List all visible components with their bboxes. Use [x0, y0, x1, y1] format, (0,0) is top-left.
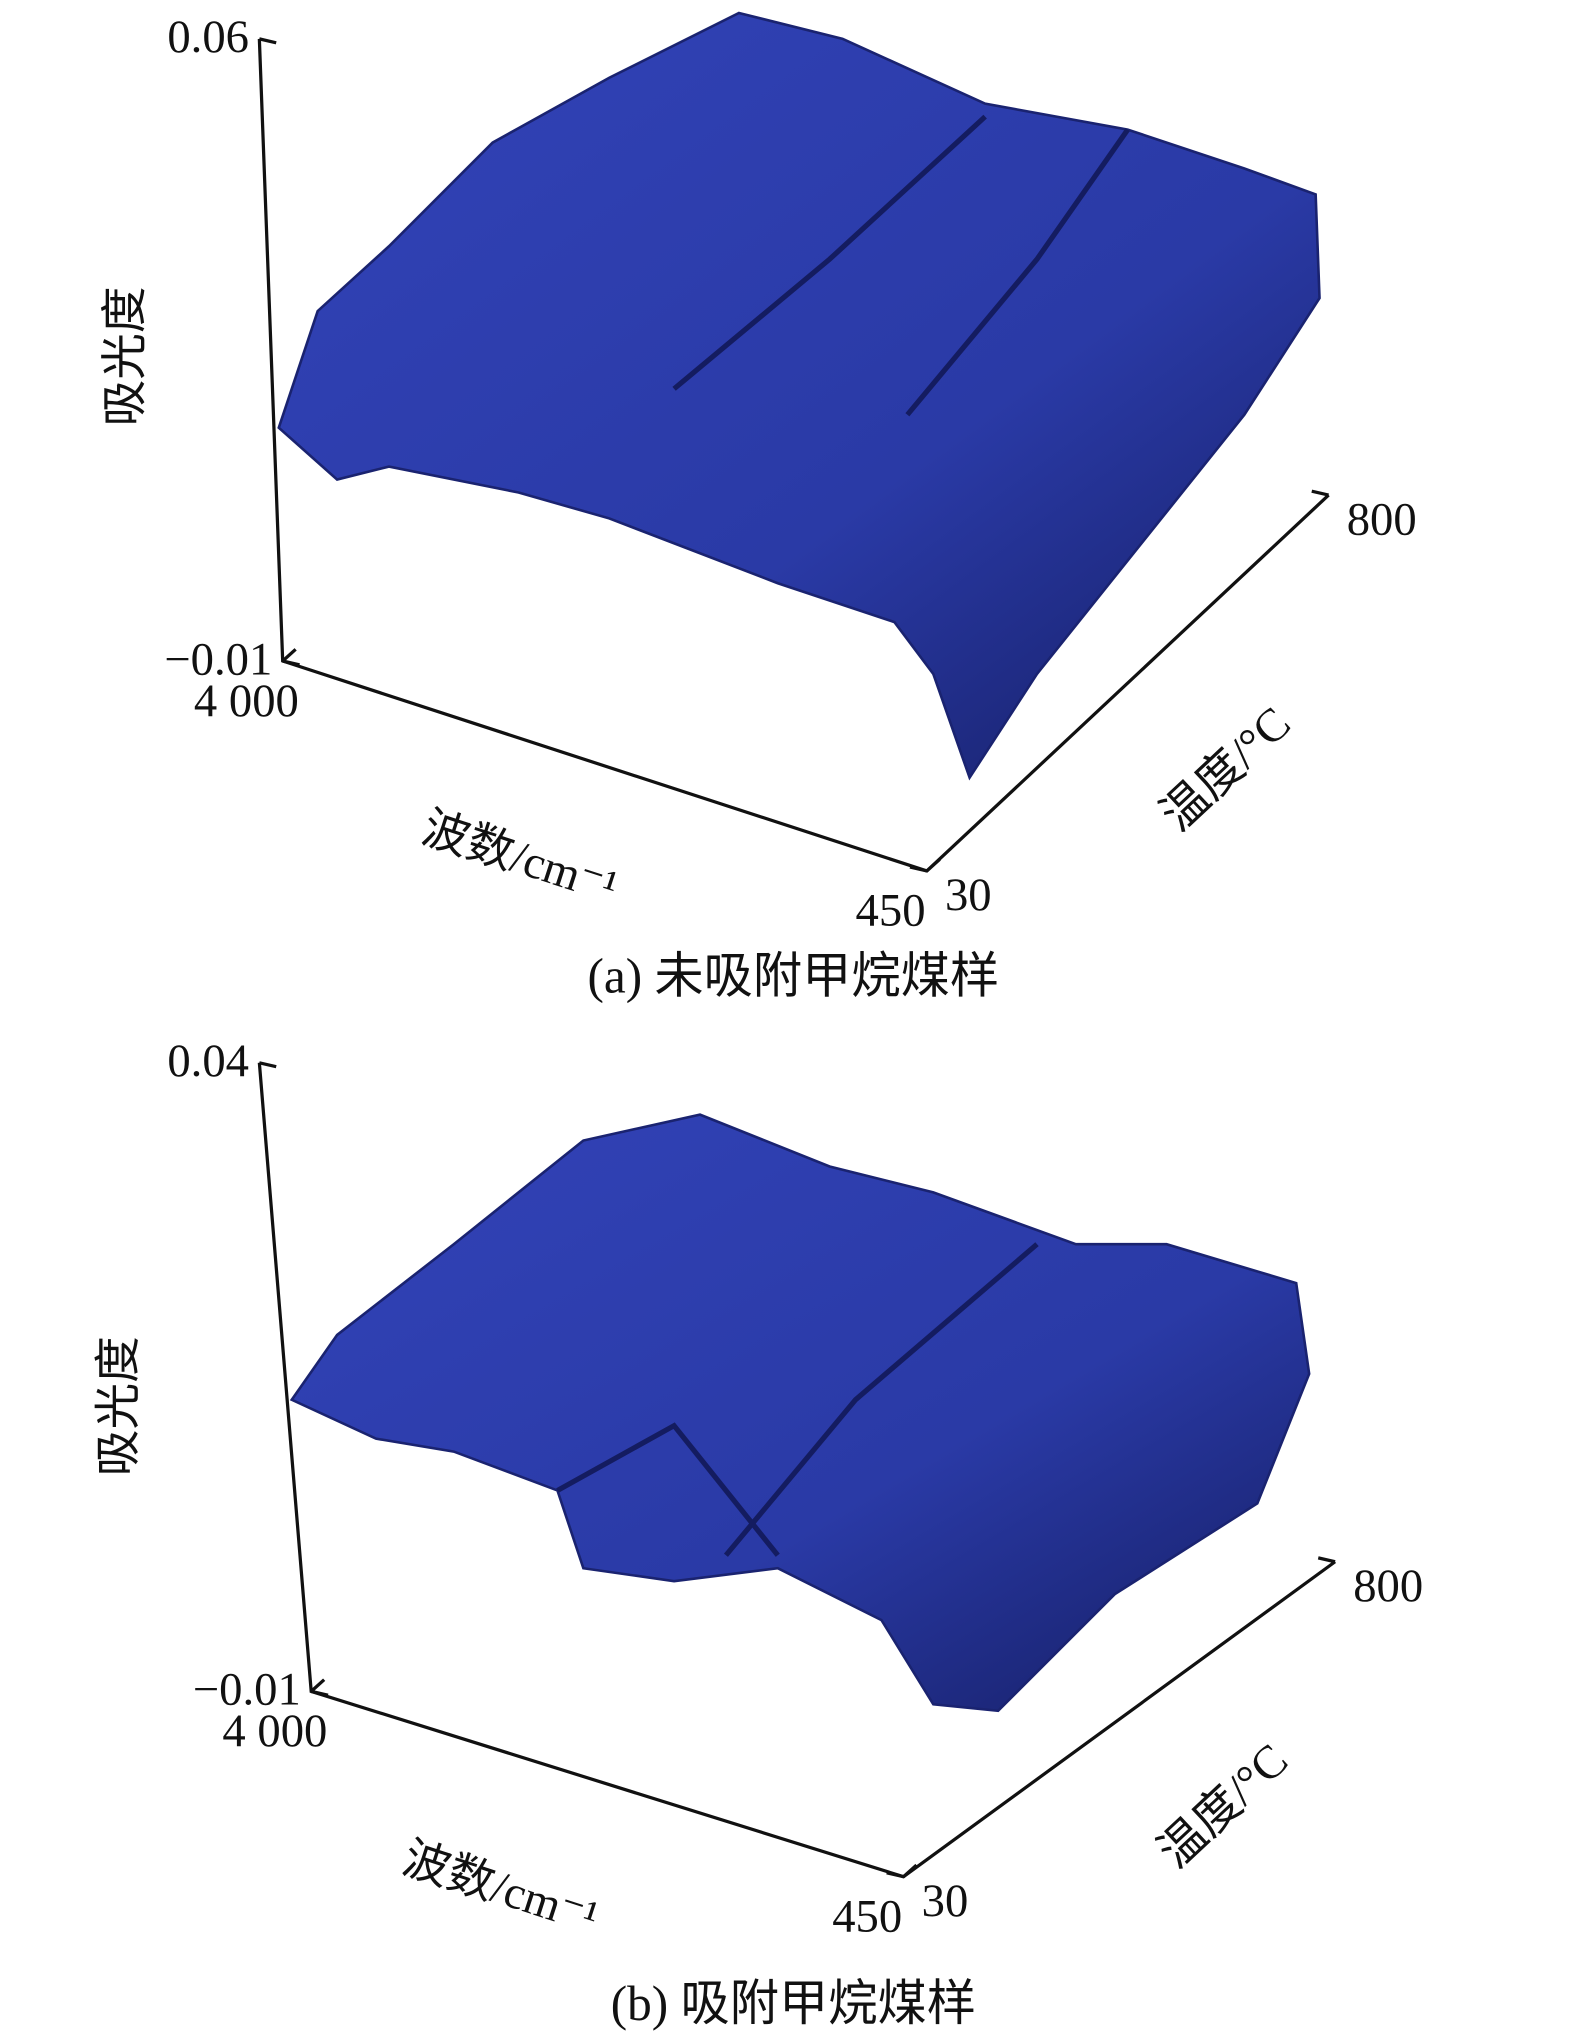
x-tick: [925, 858, 941, 873]
surface-ridge: [905, 128, 1130, 417]
axis: [257, 1062, 1337, 1879]
y-axis-label: 吸光度: [93, 1336, 145, 1476]
y-tick-label: −0.01: [164, 633, 272, 685]
z-tick: [1317, 1556, 1336, 1564]
axis: [257, 38, 1330, 873]
z-tick: [909, 865, 928, 873]
z-tick-label: 800: [1347, 493, 1417, 545]
surface-ridge: [672, 114, 987, 391]
x-tick: [310, 1678, 326, 1693]
surface: [277, 11, 1321, 781]
z-axis-label: 温度/°C: [1149, 1734, 1299, 1878]
y-tick-label: 0.06: [167, 11, 249, 63]
x-axis-label: 波数/cm⁻¹: [416, 802, 624, 914]
x-tick: [281, 648, 297, 663]
y-tick-label: −0.01: [193, 1664, 301, 1716]
y-tick-label: 0.04: [167, 1035, 249, 1087]
caption: (b) 吸附甲烷煤样: [611, 1976, 976, 2031]
caption: (a) 未吸附甲烷煤样: [587, 948, 999, 1003]
z-tick-label: 30: [945, 869, 992, 921]
x-tick-label: 450: [832, 1890, 902, 1942]
surface: [289, 1113, 1311, 1713]
y-tick: [258, 1061, 277, 1069]
y-tick: [282, 659, 300, 667]
y-tick: [258, 37, 277, 45]
x-tick-label: 4 000: [194, 675, 299, 727]
z-axis-label: 温度/°C: [1151, 697, 1301, 841]
z-tick: [1311, 489, 1329, 497]
x-tick: [902, 1863, 918, 1878]
surface-ridge: [556, 1422, 780, 1557]
x-axis-label: 波数/cm⁻¹: [396, 1832, 604, 1944]
x-tick-label: 450: [856, 885, 926, 937]
y-axis-label: 吸光度: [99, 286, 151, 426]
x-tick-label: 4 000: [222, 1705, 327, 1757]
y-tick: [310, 1689, 329, 1697]
z-tick: [886, 1871, 904, 1879]
surface-ridge: [723, 1242, 1039, 1557]
z-tick-label: 800: [1353, 1560, 1423, 1612]
z-tick-label: 30: [922, 1875, 969, 1927]
